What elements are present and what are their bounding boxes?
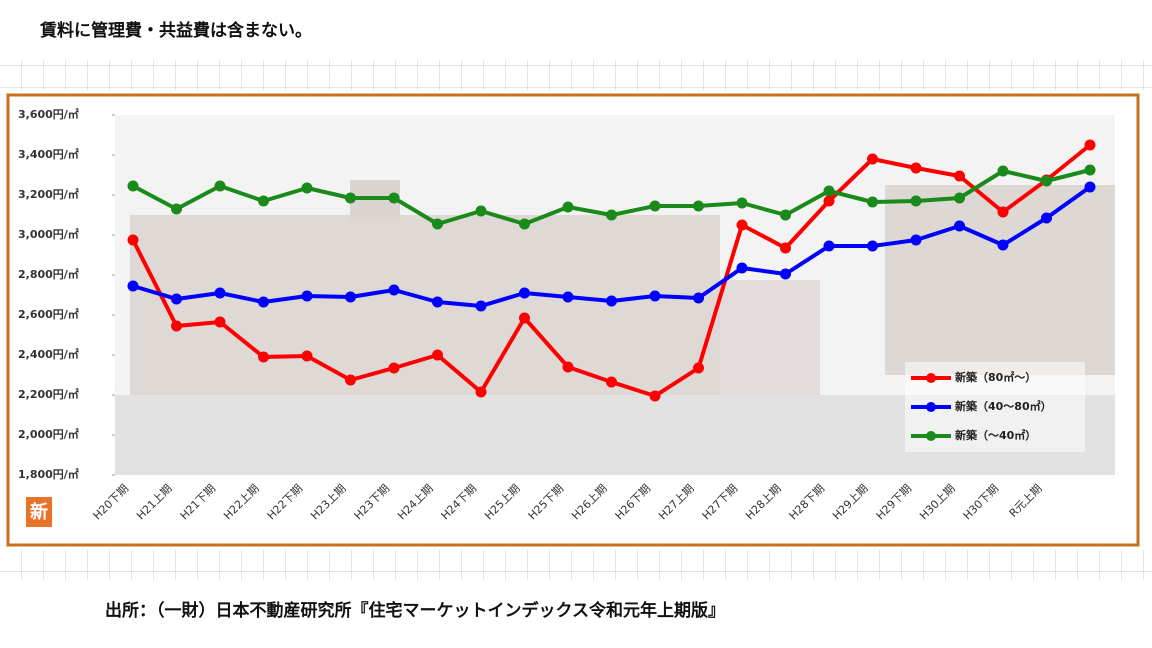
y-tick-label: 2,400円/㎡ <box>18 347 79 361</box>
point <box>432 349 443 361</box>
y-tick-label: 2,600円/㎡ <box>18 307 79 321</box>
point <box>432 296 443 308</box>
point <box>693 362 704 374</box>
point <box>649 200 661 212</box>
point <box>649 290 661 302</box>
point <box>562 361 574 373</box>
point <box>910 195 922 207</box>
point <box>171 293 182 305</box>
note: 賃料に管理費・共益費は含まない。 <box>39 20 312 41</box>
point <box>127 234 139 246</box>
point <box>1084 181 1096 193</box>
point <box>388 192 400 204</box>
point <box>562 291 574 303</box>
point <box>127 180 139 192</box>
point <box>214 287 226 299</box>
point <box>171 320 182 332</box>
point <box>258 296 269 308</box>
point <box>345 192 356 204</box>
point <box>1041 175 1052 187</box>
point <box>606 295 617 307</box>
point <box>388 362 400 374</box>
point <box>388 284 400 296</box>
point <box>910 162 922 174</box>
point <box>997 239 1009 251</box>
point <box>736 262 748 274</box>
point <box>736 197 748 209</box>
point <box>823 240 835 252</box>
legend-label: 新築（40～80㎡） <box>955 399 1052 413</box>
sheet-grid <box>0 550 1152 580</box>
point <box>867 153 878 165</box>
y-tick-label: 2,800円/㎡ <box>18 267 79 281</box>
point <box>649 390 661 402</box>
point <box>780 209 791 221</box>
point <box>127 280 139 292</box>
point <box>432 218 443 230</box>
point <box>214 316 226 328</box>
point <box>345 291 356 303</box>
point <box>519 287 530 299</box>
y-tick-label: 3,600円/㎡ <box>18 107 79 121</box>
point <box>1041 212 1052 224</box>
point <box>475 300 487 312</box>
point <box>171 203 182 215</box>
point <box>823 185 835 197</box>
point <box>736 219 748 231</box>
point <box>475 205 487 217</box>
point <box>519 218 530 230</box>
y-tick-label: 2,200円/㎡ <box>18 387 79 401</box>
point <box>867 196 878 208</box>
point <box>258 195 269 207</box>
source: 出所：（一財）日本不動産研究所『住宅マーケットインデックス令和元年上期版』 <box>105 600 725 621</box>
point <box>997 165 1009 177</box>
legend-label: 新築（～40㎡） <box>955 428 1036 442</box>
legend-swatch <box>926 373 936 383</box>
point <box>954 220 965 232</box>
legend-swatch <box>926 402 936 412</box>
point <box>1084 139 1096 151</box>
y-tick-label: 3,000円/㎡ <box>18 227 79 241</box>
point <box>780 242 791 254</box>
legend-swatch <box>926 431 936 441</box>
point <box>1084 164 1096 176</box>
point <box>997 206 1009 218</box>
point <box>301 290 313 302</box>
point <box>214 180 226 192</box>
point <box>301 182 313 194</box>
point <box>823 195 835 207</box>
point <box>867 240 878 252</box>
y-tick-label: 1,800円/㎡ <box>18 467 79 481</box>
point <box>954 192 965 204</box>
point <box>780 268 791 280</box>
badge: 新 <box>30 501 48 523</box>
sheet-grid <box>0 60 1152 90</box>
point <box>693 292 704 304</box>
point <box>301 350 313 362</box>
legend-label: 新築（80㎡～） <box>955 370 1036 384</box>
point <box>475 386 487 398</box>
point <box>954 170 965 182</box>
point <box>606 209 617 221</box>
point <box>910 234 922 246</box>
chart-frame <box>6 93 1140 547</box>
point <box>562 201 574 213</box>
point <box>519 312 530 324</box>
badge-box <box>26 497 52 527</box>
point <box>606 376 617 388</box>
point <box>345 374 356 386</box>
y-tick-label: 3,200円/㎡ <box>18 187 79 201</box>
y-tick-label: 3,400円/㎡ <box>18 147 79 161</box>
point <box>693 200 704 212</box>
y-tick-label: 2,000円/㎡ <box>18 427 79 441</box>
point <box>258 351 269 363</box>
